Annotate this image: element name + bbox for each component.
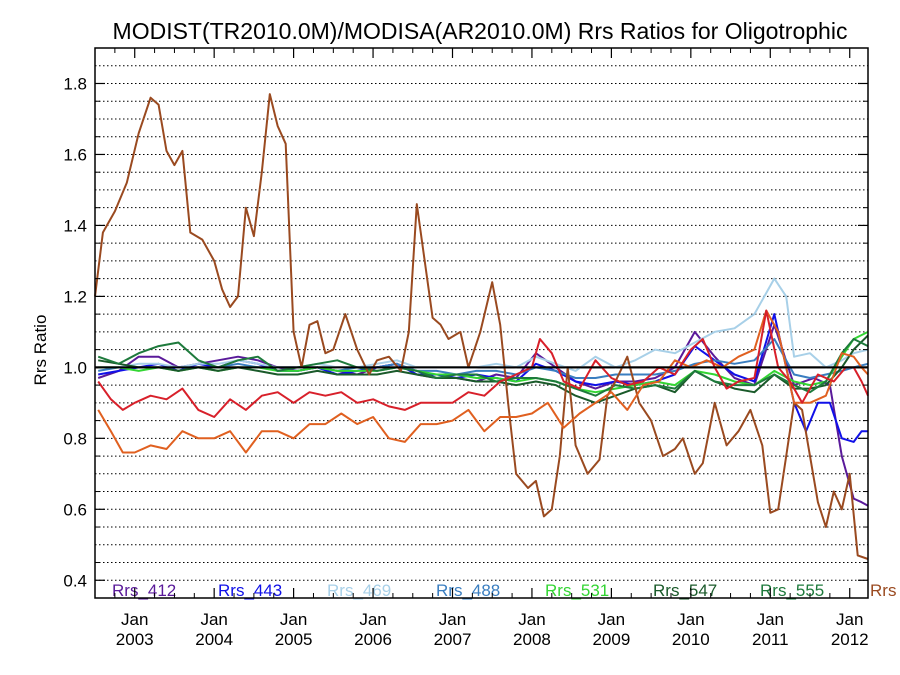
- x-tick-year: 2008: [513, 630, 551, 649]
- x-tick-month: Jan: [757, 610, 784, 629]
- legend-entry: Rrs_488: [436, 581, 500, 600]
- x-tick-year: 2011: [752, 630, 789, 649]
- y-tick-label: 1.4: [63, 216, 87, 235]
- legend-entry: Rrs_531: [545, 581, 609, 600]
- x-tick-month: Jan: [598, 610, 625, 629]
- x-tick-month: Jan: [518, 610, 545, 629]
- legend-entry: Rrs_469: [327, 581, 391, 600]
- x-tick-year: 2007: [434, 630, 472, 649]
- plot-frame: [94, 47, 869, 599]
- legend: Rrs_412 Rrs_443 Rrs_469 Rrs_488 Rrs_531 Rrs_5…: [112, 581, 896, 600]
- legend-entry: Rrs_547: [653, 581, 717, 600]
- x-tick-year: 2003: [116, 630, 154, 649]
- y-tick-label: 1.6: [63, 145, 87, 164]
- x-tick-year: 2006: [354, 630, 392, 649]
- x-tick-year: 2012: [831, 630, 869, 649]
- y-tick-label: 0.6: [63, 500, 87, 519]
- y-tick-label: 0.8: [63, 429, 87, 448]
- x-tick-month: Jan: [280, 610, 307, 629]
- y-tick-label: 0.4: [63, 571, 87, 590]
- legend-entry: Rrs_555: [760, 581, 824, 600]
- series-line-rrs-555: [97, 338, 869, 397]
- axes: 0.40.60.81.01.21.41.61.8Jan2003Jan2004Ja…: [63, 47, 869, 649]
- x-tick-month: Jan: [836, 610, 863, 629]
- x-tick-month: Jan: [200, 610, 227, 629]
- y-tick-label: 1.0: [63, 358, 87, 377]
- series-line-rrs-667: [97, 309, 869, 454]
- x-tick-month: Jan: [677, 610, 704, 629]
- x-tick-month: Jan: [439, 610, 466, 629]
- x-tick-month: Jan: [121, 610, 148, 629]
- x-tick-year: 2009: [592, 630, 630, 649]
- series-line-rrs-488: [98, 338, 869, 379]
- x-tick-year: 2010: [672, 630, 710, 649]
- x-tick-year: 2005: [275, 630, 313, 649]
- x-tick-month: Jan: [359, 610, 386, 629]
- grid-layer: [95, 47, 868, 599]
- series-layer: [94, 93, 869, 560]
- y-tick-label: 1.8: [63, 74, 87, 93]
- legend-entry: Rrs_443: [218, 581, 282, 600]
- y-axis-label: Rrs Ratio: [31, 315, 50, 386]
- series-line-rrs-645: [94, 93, 869, 560]
- x-tick-year: 2004: [195, 630, 233, 649]
- y-tick-label: 1.2: [63, 287, 87, 306]
- legend-entry: Rrs_412: [112, 581, 176, 600]
- legend-entry: Rrs: [870, 581, 896, 600]
- series-line-rrs-678: [97, 309, 869, 418]
- chart-title: MODIST(TR2010.0M)/MODISA(AR2010.0M) Rrs …: [113, 18, 848, 44]
